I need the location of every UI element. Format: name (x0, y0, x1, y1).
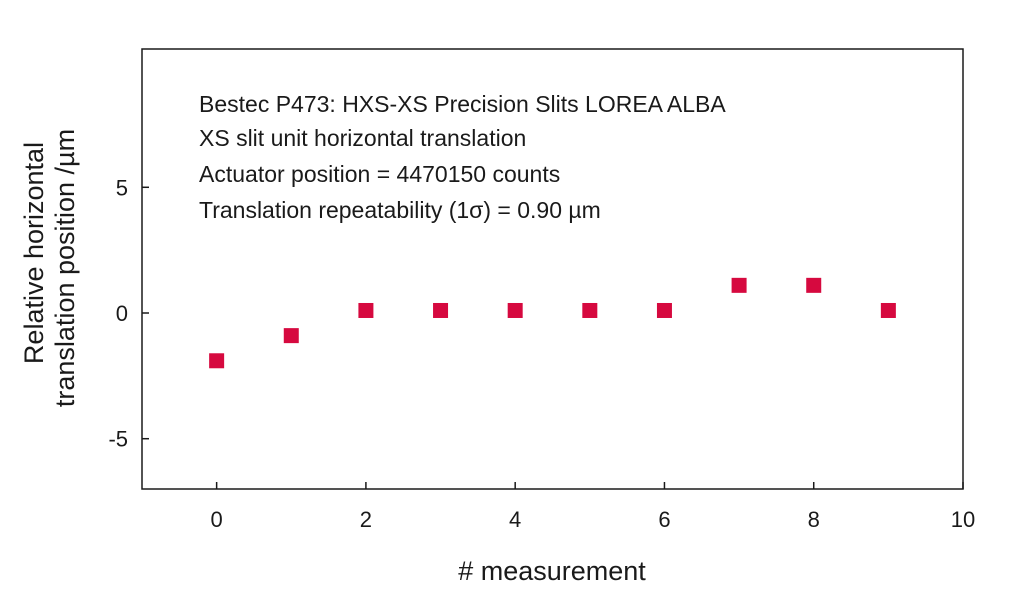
data-point (656, 302, 672, 318)
data-point (731, 277, 747, 293)
data-point (507, 302, 523, 318)
annotation-line-2: XS slit unit horizontal translation (199, 125, 526, 151)
x-tick-label: 6 (658, 507, 670, 532)
x-tick-label: 10 (951, 507, 975, 532)
data-point (806, 277, 822, 293)
x-tick-label: 4 (509, 507, 521, 532)
x-axis-title: # measurement (458, 556, 646, 586)
annotation-line-1: Bestec P473: HXS-XS Precision Slits LORE… (199, 91, 726, 117)
y-axis-title-line-1: Relative horizontal (19, 142, 49, 364)
x-tick-label: 8 (808, 507, 820, 532)
y-axis-title-line-2: translation position /µm (50, 129, 80, 407)
data-point (283, 328, 299, 344)
x-tick-label: 2 (360, 507, 372, 532)
y-tick-label: 5 (116, 175, 128, 200)
data-point (358, 302, 374, 318)
annotation-line-3: Actuator position = 4470150 counts (199, 161, 560, 187)
y-tick-label: -5 (108, 427, 128, 452)
y-tick-label: 0 (116, 301, 128, 326)
x-tick-label: 0 (211, 507, 223, 532)
plot-frame (141, 48, 964, 490)
data-point (880, 302, 896, 318)
annotation-line-4: Translation repeatability (1σ) = 0.90 µm (199, 197, 601, 223)
data-point (209, 353, 225, 369)
data-point (582, 302, 598, 318)
data-point (433, 302, 449, 318)
